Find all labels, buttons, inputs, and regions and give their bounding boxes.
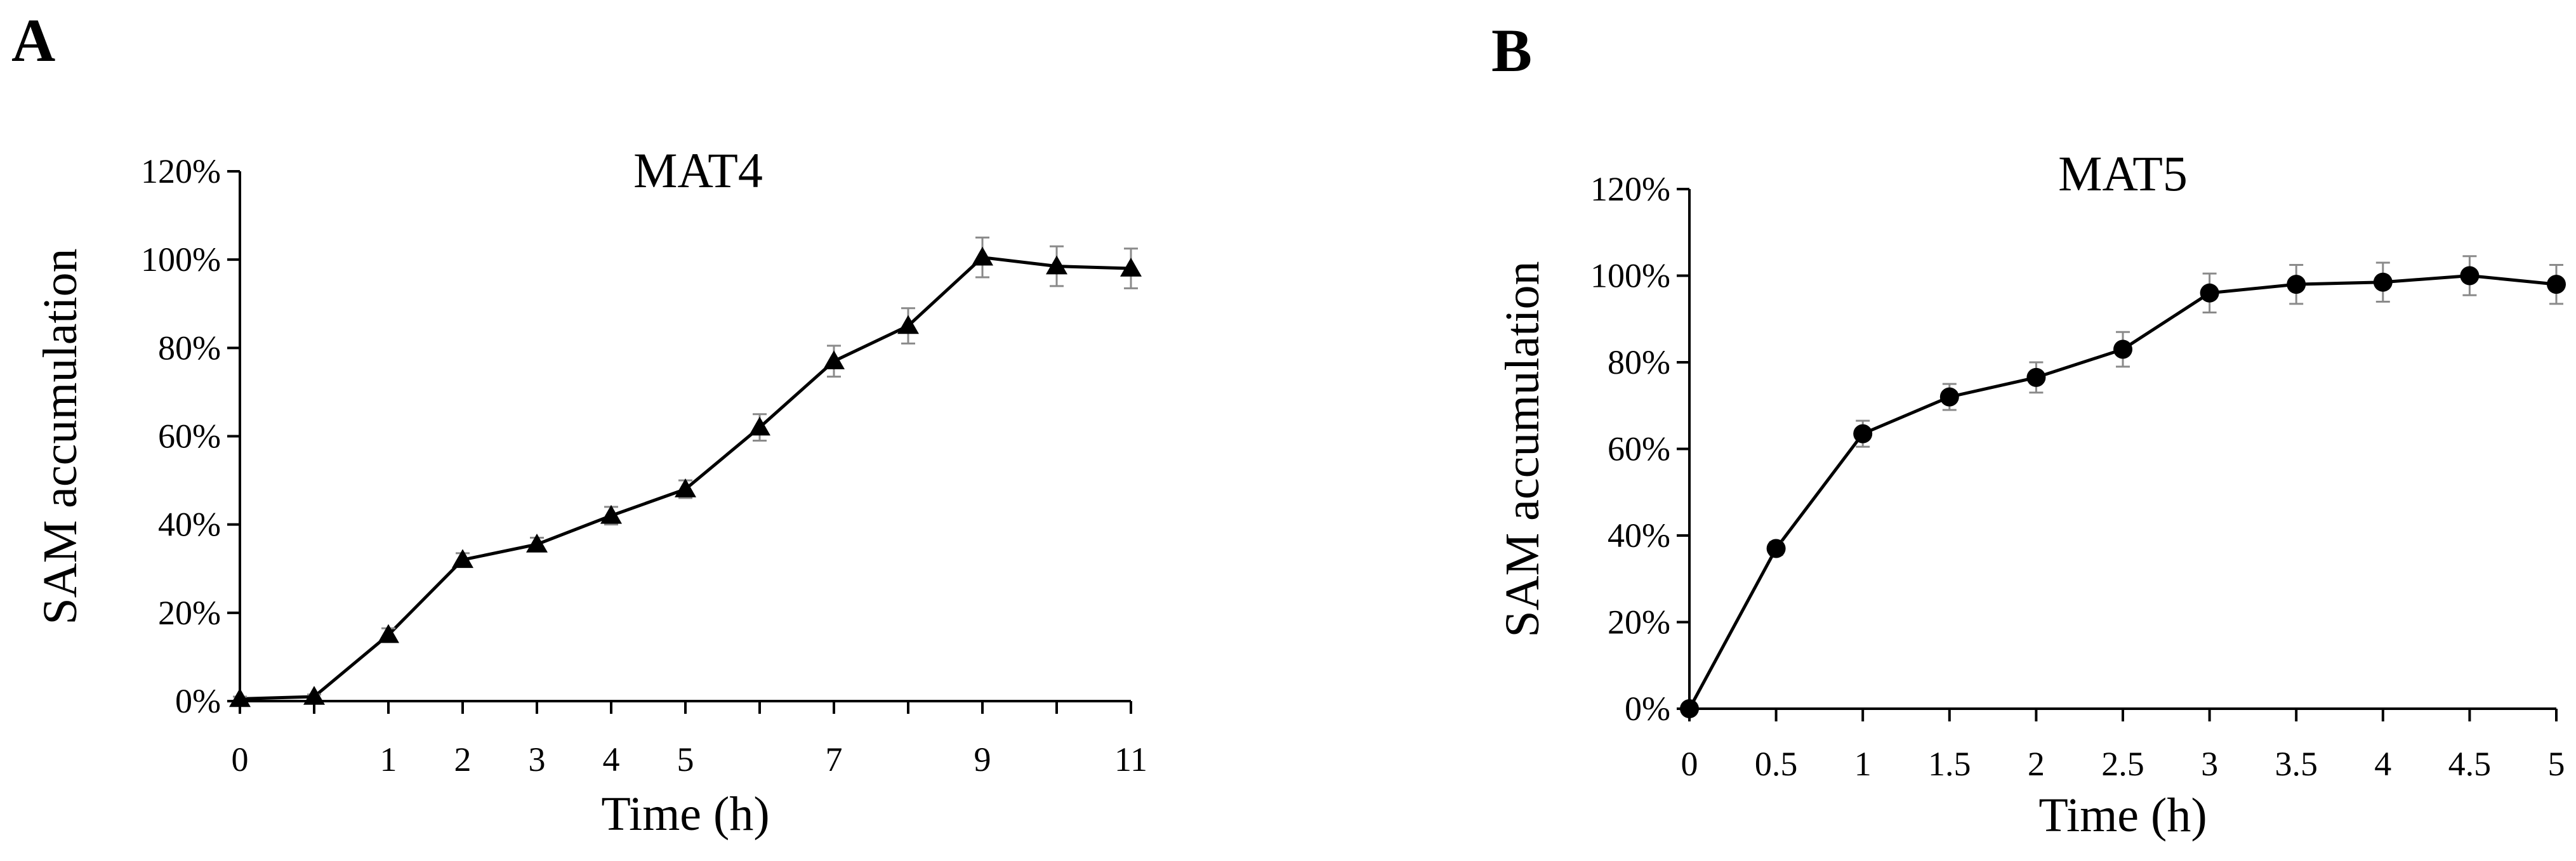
y-tick-label: 60% (158, 417, 221, 456)
panel-a-letter: A (11, 6, 55, 74)
x-tick-label: 4 (603, 740, 620, 779)
x-tick-label: 11 (1114, 740, 1147, 779)
panel-b-letter: B (1491, 16, 1532, 84)
data-point-triangle (1046, 255, 1067, 275)
y-tick-label: 60% (1608, 430, 1670, 468)
y-tick-label: 0% (1625, 690, 1670, 728)
x-tick-label: 2 (2028, 745, 2045, 783)
x-tick-label: 1.5 (1928, 745, 1971, 783)
y-tick-label: 20% (158, 594, 221, 632)
data-point-triangle (972, 246, 993, 266)
y-tick-label: 100% (141, 240, 221, 279)
y-axis-label: SAM accumulation (1496, 261, 1549, 637)
x-tick-label: 9 (974, 740, 991, 779)
data-point-circle (2373, 272, 2393, 292)
x-axis-label: Time (h) (2038, 789, 2207, 842)
x-tick-label: 0.5 (1755, 745, 1798, 783)
data-point-triangle (378, 624, 399, 643)
x-tick-label: 7 (826, 740, 843, 779)
x-tick-label: 5 (677, 740, 694, 779)
y-tick-label: 120% (1590, 170, 1670, 208)
data-point-triangle (229, 688, 251, 707)
y-tick-label: 40% (1608, 516, 1670, 555)
data-point-triangle (675, 478, 696, 497)
data-point-circle (1680, 699, 1699, 718)
data-point-triangle (600, 504, 622, 524)
data-point-circle (1766, 539, 1786, 558)
data-point-circle (2200, 283, 2219, 303)
x-tick-label: 5 (2548, 745, 2565, 783)
y-axis-label: SAM accumulation (34, 248, 87, 624)
data-point-triangle (823, 350, 845, 369)
x-axis-label: Time (h) (601, 787, 769, 841)
data-point-circle (2113, 339, 2132, 359)
data-point-circle (1939, 387, 1959, 407)
data-point-triangle (452, 549, 473, 569)
x-tick-label: 2 (454, 740, 472, 779)
x-tick-label: 4.5 (2448, 745, 2492, 783)
y-tick-label: 20% (1608, 603, 1670, 641)
data-point-triangle (1120, 258, 1142, 277)
chart-b: MAT5 Time (h) SAM accumulation 0% 20% 40% 60% 8… (1496, 146, 2566, 842)
y-tick-label: 80% (1608, 343, 1670, 381)
data-point-triangle (526, 533, 548, 553)
data-point-triangle (897, 315, 919, 334)
data-point-circle (2460, 266, 2480, 286)
x-tick-label: 0 (232, 740, 249, 779)
chart-title: MAT5 (2058, 146, 2188, 201)
x-tick-label: 1 (380, 740, 397, 779)
data-point-circle (2287, 275, 2306, 294)
data-point-circle (1853, 424, 1873, 444)
x-tick-label: 3 (2201, 745, 2218, 783)
data-point-circle (2547, 275, 2566, 294)
y-tick-label: 40% (158, 506, 221, 544)
x-tick-label: 3.5 (2275, 745, 2318, 783)
y-tick-label: 80% (158, 329, 221, 367)
chart-title: MAT4 (633, 143, 763, 198)
data-point-triangle (303, 686, 325, 705)
series-line (239, 256, 1132, 701)
y-tick-label: 0% (175, 682, 221, 720)
x-tick-label: 3 (529, 740, 546, 779)
data-point-circle (2026, 367, 2046, 387)
data-point-triangle (749, 416, 770, 436)
x-tick-label: 2.5 (2101, 745, 2144, 783)
x-tick-label: 0 (1681, 745, 1698, 783)
y-tick-label: 100% (1590, 257, 1670, 295)
chart-a: MAT4 Time (h) SAM accumulation 0% 20% 40% 60% 8… (34, 143, 1147, 841)
x-tick-label: 1 (1854, 745, 1872, 783)
y-tick-label: 120% (141, 152, 221, 190)
x-tick-label: 4 (2374, 745, 2391, 783)
